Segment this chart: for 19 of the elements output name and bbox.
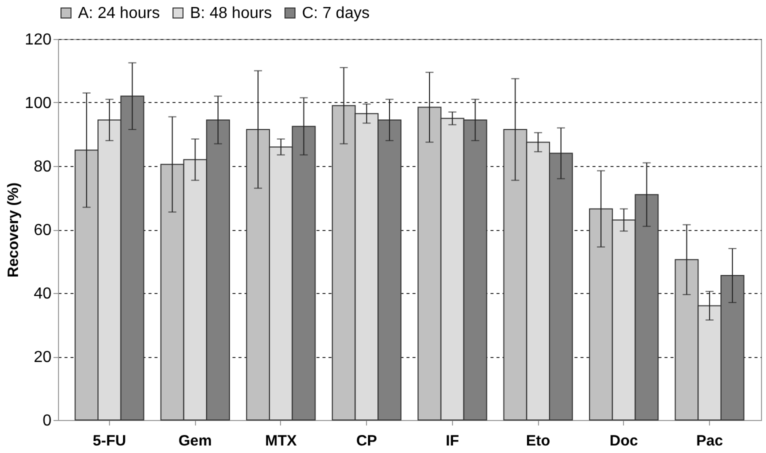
legend-label: B: 48 hours: [190, 5, 272, 22]
y-tick-label: 20: [34, 349, 52, 366]
x-tick-label: Eto: [526, 432, 550, 450]
x-tick-label: Gem: [178, 432, 212, 450]
x-tick-label: MTX: [265, 432, 297, 450]
y-tick-label: 80: [34, 158, 52, 176]
y-axis-title: Recovery (%): [4, 182, 22, 278]
x-tick-label: 5-FU: [92, 432, 126, 450]
x-tick-label: Pac: [696, 432, 723, 450]
y-tick-label: 100: [24, 95, 52, 112]
x-tick-label: IF: [446, 432, 460, 450]
legend-label: C: 7 days: [302, 5, 370, 22]
x-tick-label: CP: [356, 432, 378, 450]
y-tick-label: 0: [42, 412, 52, 430]
y-tick-label: 60: [34, 222, 52, 239]
x-tick-label: Doc: [610, 432, 638, 450]
y-tick-label: 40: [34, 286, 52, 302]
y-tick-label: 120: [24, 32, 52, 48]
legend-label: A: 24 hours: [78, 5, 160, 22]
